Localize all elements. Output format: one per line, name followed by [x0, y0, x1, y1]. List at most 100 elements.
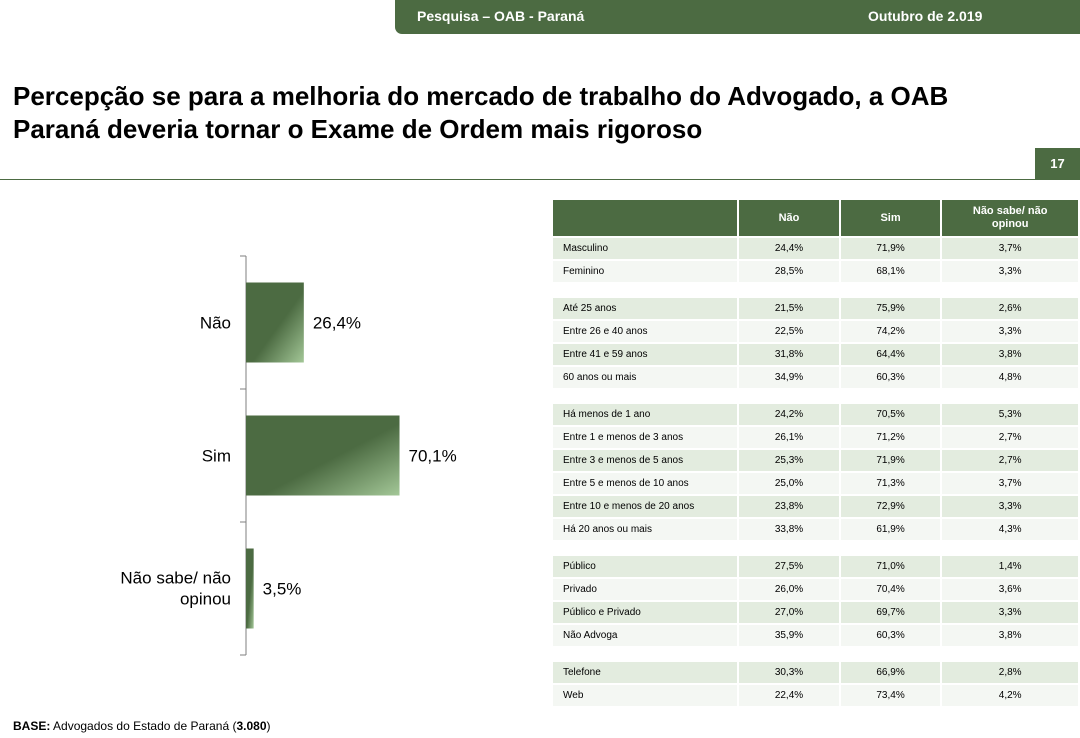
table-row: Há menos de 1 ano 24,2% 70,5% 5,3% — [553, 404, 1078, 425]
bar-chart: Não 26,4% Sim 70,1% Não sabe/ não opinou 3,5% — [120, 255, 457, 656]
table-cell: 75,9% — [840, 298, 941, 319]
table-group-spacer — [553, 284, 1078, 296]
table-row-label: Entre 1 e menos de 3 anos — [553, 427, 738, 448]
table-cell: 33,8% — [739, 519, 839, 540]
table-row-label: Público — [553, 556, 738, 577]
table-cell: 25,0% — [739, 473, 839, 494]
table-cell: 60,3% — [840, 367, 941, 388]
table-cell: 31,8% — [739, 344, 839, 365]
chart-category-label: Sim — [202, 447, 231, 466]
table-cell: 73,4% — [840, 685, 941, 706]
table-cell: 4,8% — [942, 367, 1078, 388]
table-cell: 22,4% — [739, 685, 839, 706]
table-cell: 71,9% — [840, 238, 941, 259]
header-date: Outubro de 2.019 — [868, 8, 983, 24]
table-row: Masculino 24,4% 71,9% 3,7% — [553, 238, 1078, 259]
table-row-label: Feminino — [553, 261, 738, 282]
chart-bar — [246, 415, 400, 496]
table-cell: 64,4% — [840, 344, 941, 365]
table-cell: 61,9% — [840, 519, 941, 540]
table-row: Telefone 30,3% 66,9% 2,8% — [553, 662, 1078, 683]
table-row: Até 25 anos 21,5% 75,9% 2,6% — [553, 298, 1078, 319]
table-row-label: Privado — [553, 579, 738, 600]
table-cell: 27,0% — [739, 602, 839, 623]
chart-data-label: 26,4% — [313, 314, 361, 333]
table-row-label: Entre 5 e menos de 10 anos — [553, 473, 738, 494]
page-title: Percepção se para a melhoria do mercado … — [13, 81, 949, 144]
table-row: Feminino 28,5% 68,1% 3,3% — [553, 261, 1078, 282]
header-survey-name: Pesquisa – OAB - Paraná — [417, 8, 585, 24]
table-cell: 3,7% — [942, 473, 1078, 494]
table-cell: 3,7% — [942, 238, 1078, 259]
table-cell: 71,0% — [840, 556, 941, 577]
table-cell: 34,9% — [739, 367, 839, 388]
table-row: Privado 26,0% 70,4% 3,6% — [553, 579, 1078, 600]
table-cell: 71,9% — [840, 450, 941, 471]
table-row: Entre 5 e menos de 10 anos 25,0% 71,3% 3,7% — [553, 473, 1078, 494]
table-cell: 4,3% — [942, 519, 1078, 540]
table-cell: 27,5% — [739, 556, 839, 577]
base-label: BASE: — [13, 719, 51, 733]
table-row: Há 20 anos ou mais 33,8% 61,9% 4,3% — [553, 519, 1078, 540]
table-header-nao: Não — [739, 200, 839, 236]
table-cell: 68,1% — [840, 261, 941, 282]
table-cell: 3,8% — [942, 344, 1078, 365]
table-row: Público 27,5% 71,0% 1,4% — [553, 556, 1078, 577]
table-row: Entre 10 e menos de 20 anos 23,8% 72,9% 3,3… — [553, 496, 1078, 517]
table-cell: 24,4% — [739, 238, 839, 259]
base-note: BASE: Advogados do Estado de Paraná (3.0… — [13, 719, 271, 733]
table-cell: 4,2% — [942, 685, 1078, 706]
table-group-spacer — [553, 542, 1078, 554]
table-cell: 26,1% — [739, 427, 839, 448]
table-row-label: Telefone — [553, 662, 738, 683]
header-bar: Pesquisa – OAB - Paraná Outubro de 2.019 — [395, 0, 1080, 34]
table-row: Entre 1 e menos de 3 anos 26,1% 71,2% 2,7% — [553, 427, 1078, 448]
table-header-nao-sabe: Não sabe/ não opinou — [942, 200, 1078, 236]
table-row-label: Não Advoga — [553, 625, 738, 646]
table-group-spacer — [553, 648, 1078, 660]
table-cell: 69,7% — [840, 602, 941, 623]
table-cell: 22,5% — [739, 321, 839, 342]
table-cell: 72,9% — [840, 496, 941, 517]
base-close: ) — [266, 719, 271, 733]
chart-data-label: 70,1% — [409, 447, 457, 466]
table-cell: 28,5% — [739, 261, 839, 282]
table-row-label: Há 20 anos ou mais — [553, 519, 738, 540]
chart-bar — [246, 548, 254, 629]
table-row-label: Entre 10 e menos de 20 anos — [553, 496, 738, 517]
table-row: Entre 41 e 59 anos 31,8% 64,4% 3,8% — [553, 344, 1078, 365]
table-row-label: Entre 41 e 59 anos — [553, 344, 738, 365]
table-cell: 70,5% — [840, 404, 941, 425]
table-row-label: Público e Privado — [553, 602, 738, 623]
table-cell: 2,6% — [942, 298, 1078, 319]
table-cell: 2,8% — [942, 662, 1078, 683]
table-cell: 24,2% — [739, 404, 839, 425]
chart-data-label: 3,5% — [263, 580, 302, 599]
table-cell: 5,3% — [942, 404, 1078, 425]
table-cell: 3,3% — [942, 321, 1078, 342]
chart-category-label: Não sabe/ não opinou — [120, 569, 231, 609]
table-header-sim: Sim — [840, 200, 941, 236]
table-spacer-cell — [553, 648, 1078, 660]
table-row-label: Entre 26 e 40 anos — [553, 321, 738, 342]
base-count: 3.080 — [236, 719, 267, 733]
table-row-label: 60 anos ou mais — [553, 367, 738, 388]
table-cell: 26,0% — [739, 579, 839, 600]
table-spacer-cell — [553, 284, 1078, 296]
table-row-label: Entre 3 e menos de 5 anos — [553, 450, 738, 471]
table-cell: 2,7% — [942, 427, 1078, 448]
table-cell: 1,4% — [942, 556, 1078, 577]
base-text: Advogados do Estado de Paraná ( — [50, 719, 237, 733]
table-cell: 3,3% — [942, 602, 1078, 623]
table-row: 60 anos ou mais 34,9% 60,3% 4,8% — [553, 367, 1078, 388]
table-cell: 3,3% — [942, 496, 1078, 517]
table-row-label: Masculino — [553, 238, 738, 259]
table-cell: 23,8% — [739, 496, 839, 517]
table-row: Entre 26 e 40 anos 22,5% 74,2% 3,3% — [553, 321, 1078, 342]
table-spacer-cell — [553, 390, 1078, 402]
table-spacer-cell — [553, 542, 1078, 554]
table-cell: 71,2% — [840, 427, 941, 448]
table-cell: 21,5% — [739, 298, 839, 319]
table-cell: 2,7% — [942, 450, 1078, 471]
table-cell: 25,3% — [739, 450, 839, 471]
